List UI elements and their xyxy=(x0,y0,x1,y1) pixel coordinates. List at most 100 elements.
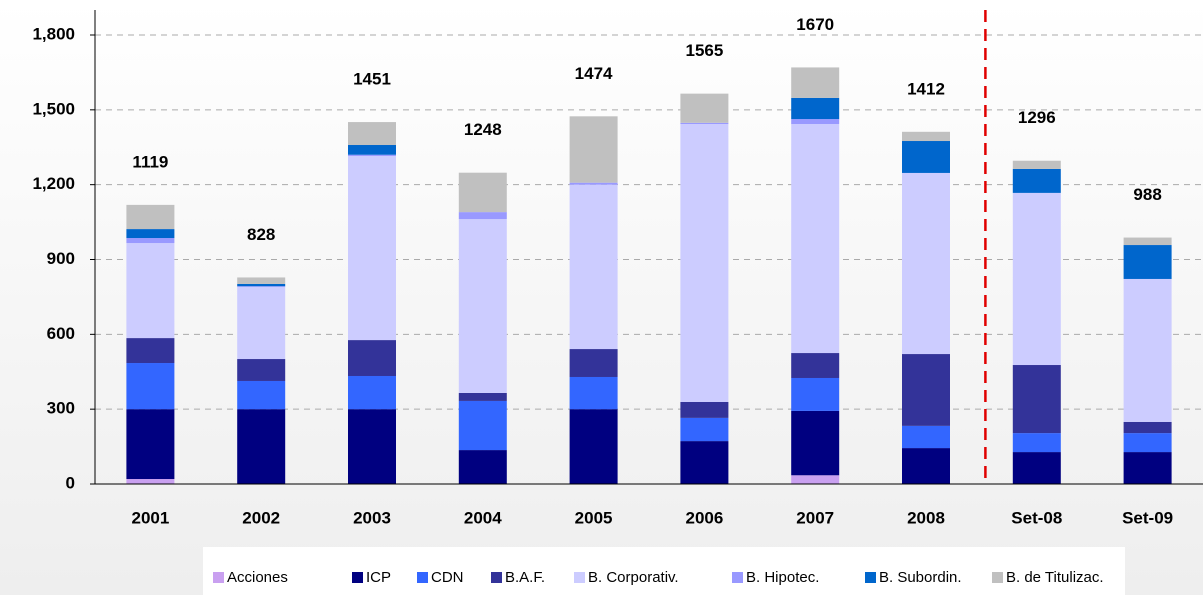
bar-segment xyxy=(458,219,507,393)
bar-segment xyxy=(348,154,396,156)
legend-label: ICP xyxy=(366,569,391,586)
bar-segment xyxy=(1123,237,1172,246)
bar-segment xyxy=(348,375,396,410)
x-tick-label: 2003 xyxy=(353,508,391,527)
bar-segment xyxy=(569,116,618,183)
y-tick-label: 900 xyxy=(47,249,75,268)
bar-segment xyxy=(458,212,507,220)
bar-segment xyxy=(348,340,396,376)
bar-segment xyxy=(348,155,396,341)
bar-segment xyxy=(791,97,840,120)
bar-segment xyxy=(902,141,950,173)
bar-segment xyxy=(126,363,175,410)
bar-segment xyxy=(237,286,286,360)
bar-segment xyxy=(1123,421,1172,434)
bar-segment xyxy=(569,376,618,410)
bar-segment xyxy=(237,359,286,381)
bar-segment xyxy=(791,119,840,125)
bar-segment xyxy=(791,67,840,98)
bar-segment xyxy=(1012,433,1061,453)
x-tick-label: 2002 xyxy=(242,508,280,527)
legend-box xyxy=(203,547,1125,595)
legend-label: Acciones xyxy=(227,569,288,586)
bar-segment xyxy=(1012,160,1061,169)
legend-swatch xyxy=(352,572,363,583)
total-label: 1412 xyxy=(907,79,945,98)
legend-swatch xyxy=(865,572,876,583)
bar-segment xyxy=(680,417,729,442)
legend-swatch xyxy=(491,572,502,583)
total-label: 828 xyxy=(247,225,275,244)
total-label: 1296 xyxy=(1018,108,1056,127)
bar-segment xyxy=(1123,278,1172,422)
bar-segment xyxy=(348,145,396,155)
bar-segment xyxy=(569,184,618,350)
y-tick-label: 1,800 xyxy=(32,24,75,43)
y-tick-label: 1,500 xyxy=(32,99,75,118)
bar-segment xyxy=(1123,452,1172,484)
x-tick-label: 2005 xyxy=(575,508,613,527)
bar-segment xyxy=(902,448,950,484)
total-label: 1119 xyxy=(132,152,168,171)
bar-segment xyxy=(1012,168,1061,193)
y-tick-label: 600 xyxy=(47,324,75,343)
legend-swatch xyxy=(213,572,224,583)
x-tick-label: 2007 xyxy=(796,508,834,527)
x-tick-label: 2008 xyxy=(907,508,945,527)
legend-swatch xyxy=(574,572,585,583)
total-label: 1248 xyxy=(464,120,502,139)
bar-segment xyxy=(680,401,729,418)
legend-label: B.A.F. xyxy=(505,569,545,586)
bar-segment xyxy=(237,283,286,287)
bar-segment xyxy=(458,400,507,451)
bar-segment xyxy=(569,349,618,377)
bar-segment xyxy=(791,353,840,378)
bar-segment xyxy=(458,172,507,213)
bar-segment xyxy=(569,409,618,484)
total-label: 988 xyxy=(1133,185,1161,204)
bar-segment xyxy=(126,238,175,244)
legend-label: B. Corporativ. xyxy=(588,569,679,586)
y-tick-label: 0 xyxy=(66,473,75,492)
bar-segment xyxy=(126,338,175,364)
bar-segment xyxy=(1012,192,1061,366)
legend-label: CDN xyxy=(431,569,464,586)
bar-segment xyxy=(902,172,950,355)
x-tick-label: 2004 xyxy=(464,508,502,527)
legend-swatch xyxy=(732,572,743,583)
total-label: 1474 xyxy=(575,64,613,83)
legend-swatch xyxy=(417,572,428,583)
y-tick-label: 300 xyxy=(47,399,75,418)
legend-label: B. Hipotec. xyxy=(746,569,819,586)
bar-segment xyxy=(126,409,175,480)
bar-segment xyxy=(237,286,286,287)
total-label: 1565 xyxy=(685,41,723,60)
bar-segment xyxy=(126,243,175,339)
legend-swatch xyxy=(992,572,1003,583)
bar-segment xyxy=(791,377,840,411)
bar-segment xyxy=(680,441,729,484)
bar-segment xyxy=(1123,433,1172,453)
bar-segment xyxy=(348,122,396,146)
legend-label: B. de Titulizac. xyxy=(1006,569,1104,586)
bar-segment xyxy=(902,131,950,142)
bar-segment xyxy=(791,124,840,354)
bar-segment xyxy=(237,380,286,410)
bar-segment xyxy=(1012,452,1061,484)
x-tick-label: Set-08 xyxy=(1011,508,1062,527)
y-tick-label: 1,200 xyxy=(32,174,75,193)
total-label: 1451 xyxy=(353,70,391,89)
bar-segment xyxy=(458,392,507,401)
bar-segment xyxy=(126,479,175,484)
bar-segment xyxy=(237,409,286,484)
bar-segment xyxy=(569,182,618,185)
bar-segment xyxy=(680,122,729,125)
bar-segment xyxy=(126,229,175,239)
legend-label: B. Subordin. xyxy=(879,569,962,586)
bar-segment xyxy=(348,409,396,484)
total-label: 1670 xyxy=(796,15,834,34)
bar-segment xyxy=(126,204,175,230)
bar-segment xyxy=(680,93,729,123)
bar-segment xyxy=(237,277,286,284)
